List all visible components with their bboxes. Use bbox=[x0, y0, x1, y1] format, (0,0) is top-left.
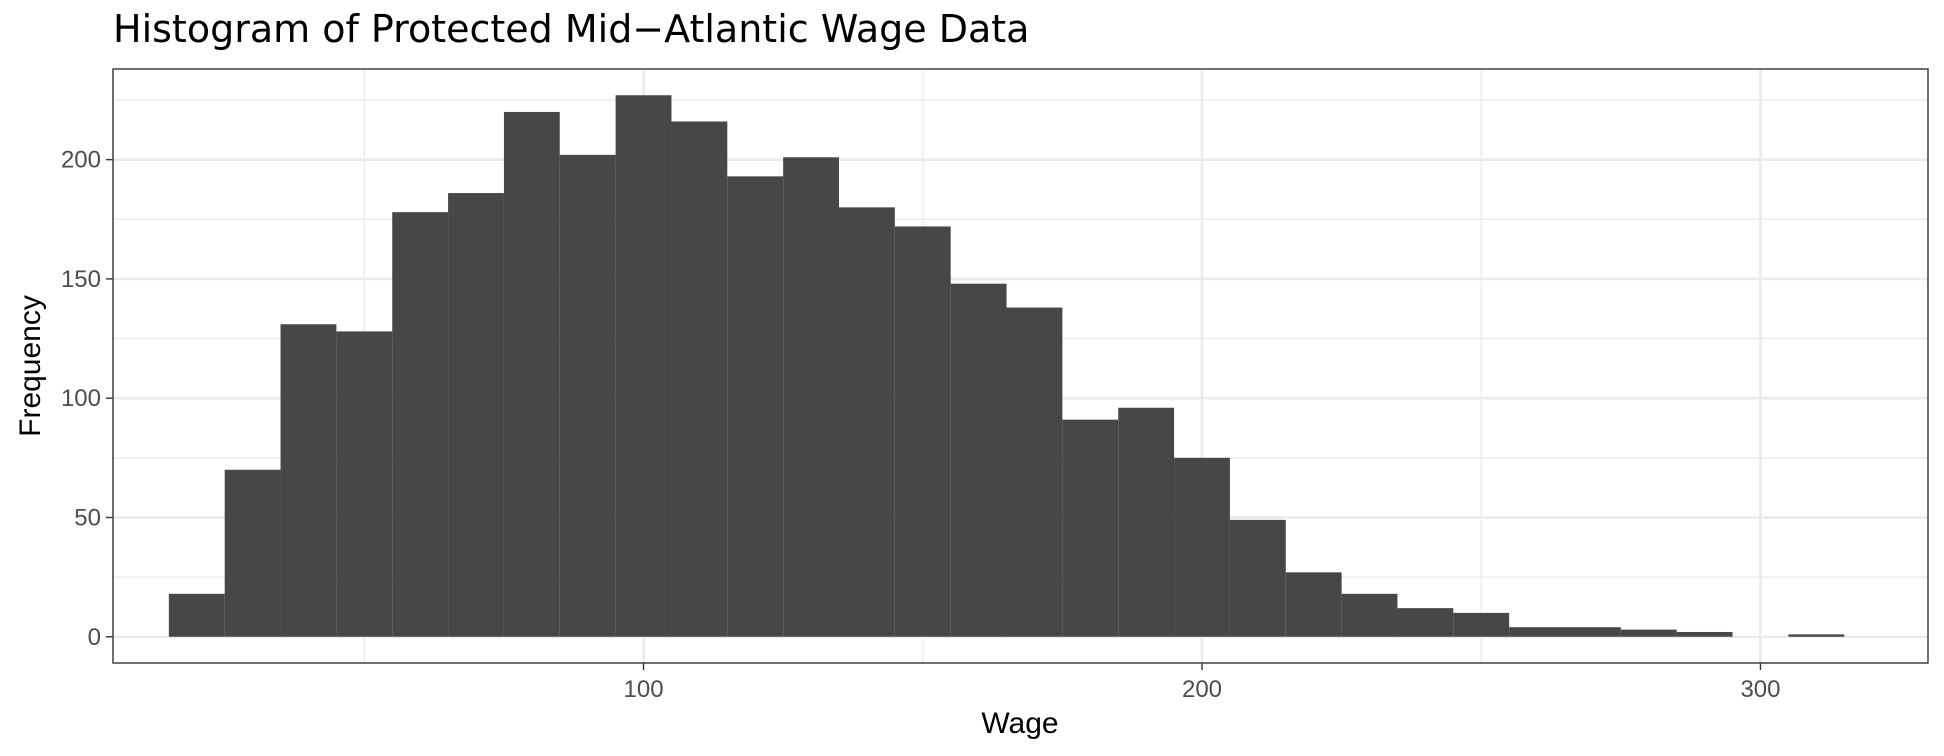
histogram-bar bbox=[336, 331, 393, 637]
histogram-bar bbox=[280, 324, 337, 637]
histogram-bar bbox=[615, 95, 672, 637]
histogram-bar bbox=[1341, 593, 1398, 637]
histogram-bar bbox=[671, 121, 728, 637]
histogram-bar bbox=[839, 207, 895, 637]
histogram-bar bbox=[1676, 631, 1733, 637]
histogram-bar bbox=[1285, 572, 1342, 637]
x-axis: 100 200 300 bbox=[624, 663, 1780, 703]
histogram-bar bbox=[1620, 629, 1677, 637]
y-axis-title: Frequency bbox=[14, 295, 47, 437]
histogram-bar bbox=[1118, 407, 1175, 637]
x-tick-label: 100 bbox=[624, 676, 664, 703]
histogram-bar bbox=[1062, 419, 1119, 637]
histogram-bar bbox=[783, 157, 839, 637]
histogram-bar bbox=[1397, 608, 1454, 637]
histogram-bar bbox=[503, 111, 560, 637]
histogram-bar bbox=[224, 469, 281, 637]
plot-panel-border bbox=[112, 68, 1929, 664]
histogram-bar bbox=[168, 593, 225, 637]
histogram-bar bbox=[1509, 627, 1565, 637]
histogram-bar bbox=[448, 193, 504, 637]
histogram-bar bbox=[950, 283, 1007, 637]
histogram-bar bbox=[1006, 307, 1063, 637]
y-tick-label: 150 bbox=[61, 266, 101, 293]
y-tick-label: 200 bbox=[61, 147, 101, 174]
histogram-bar bbox=[1174, 457, 1230, 637]
histogram-bar bbox=[392, 212, 449, 637]
y-axis: 0 50 100 150 200 bbox=[61, 147, 113, 651]
histogram-bar bbox=[1453, 612, 1510, 637]
histogram-bar bbox=[1229, 519, 1286, 637]
y-tick-label: 50 bbox=[74, 504, 101, 531]
histogram-bar bbox=[559, 154, 616, 637]
histogram-bars bbox=[168, 95, 1845, 637]
histogram-bar bbox=[1565, 627, 1621, 637]
x-axis-title: Wage bbox=[981, 707, 1058, 740]
histogram-bar bbox=[894, 226, 951, 637]
y-tick-label: 0 bbox=[88, 624, 101, 651]
y-tick-label: 100 bbox=[61, 385, 101, 412]
x-tick-label: 200 bbox=[1182, 676, 1222, 703]
histogram-bar bbox=[727, 176, 784, 637]
chart-title: Histogram of Protected Mid−Atlantic Wage… bbox=[113, 7, 1029, 51]
histogram-bar bbox=[1788, 634, 1845, 637]
x-tick-label: 300 bbox=[1740, 676, 1780, 703]
